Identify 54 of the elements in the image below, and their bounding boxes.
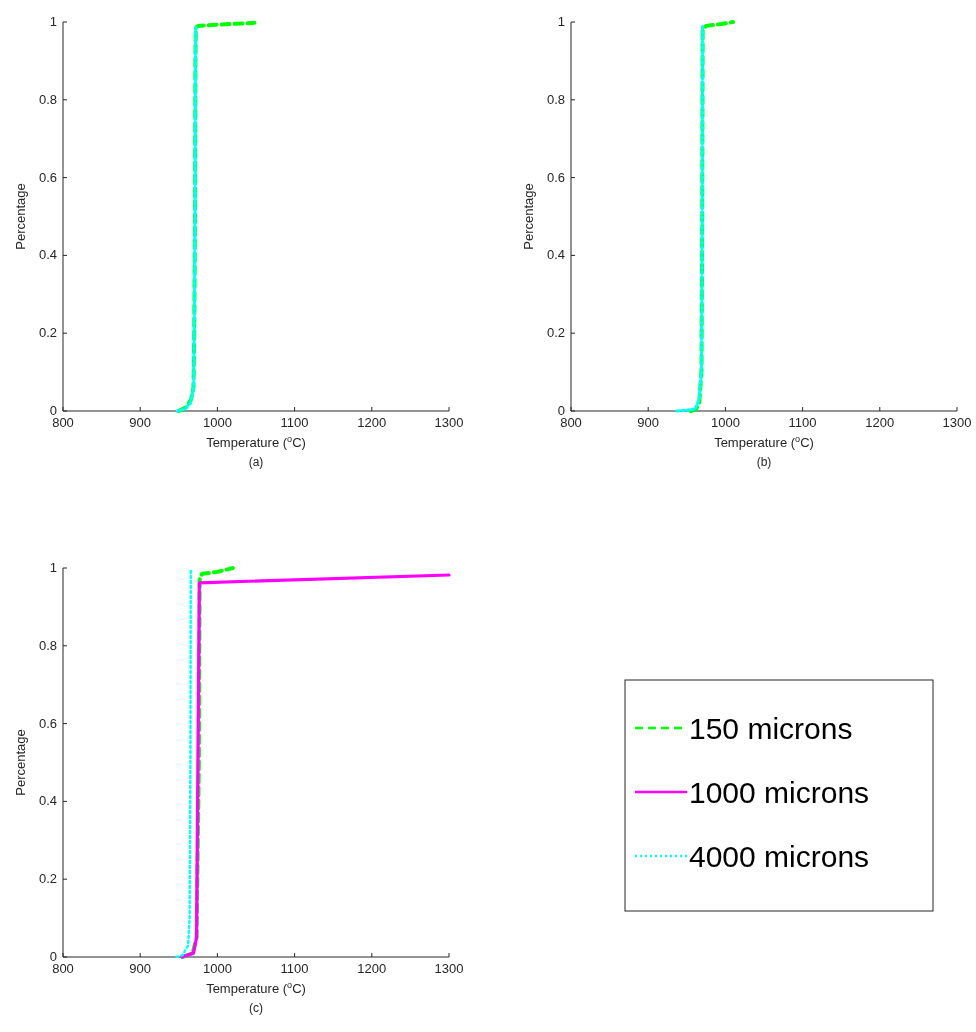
x-tick-label: 1300 <box>942 415 972 430</box>
y-tick-label: 0.4 <box>38 247 57 263</box>
y-tick-label: 0.6 <box>38 169 57 185</box>
y-tick-label: 0.8 <box>38 637 57 653</box>
line-series <box>176 20 257 413</box>
y-tick-label: 1 <box>49 14 57 29</box>
x-tick-label: 1200 <box>357 961 387 976</box>
y-tick-label: 0.8 <box>546 91 565 107</box>
y-tick-label: 0 <box>49 403 57 418</box>
x-axis-title: Temperature ($^{o}$C) <box>714 434 814 450</box>
y-tick-label: 0 <box>557 403 565 418</box>
y-tick-label: 0.2 <box>38 871 57 887</box>
x-tick-label: 1000 <box>710 415 740 430</box>
x-tick-label: 800 <box>560 415 582 430</box>
y-tick-label: 1 <box>557 14 565 29</box>
x-tick-label: 1000 <box>202 961 232 976</box>
x-tick-label: 1200 <box>865 415 895 430</box>
y-tick-label: 0.8 <box>38 91 57 107</box>
legend-label: 1000 microns <box>689 776 870 809</box>
y-axis-title: Percentage <box>13 183 28 250</box>
legend-label: 4000 microns <box>689 840 870 873</box>
y-tick-label: 0.6 <box>546 169 565 185</box>
line-series <box>688 20 736 413</box>
legend-label: 150 microns <box>689 712 853 745</box>
y-axis-title: Percentage <box>521 183 536 250</box>
x-tick-label: 800 <box>52 961 74 976</box>
text: (a) <box>248 455 264 469</box>
y-tick-label: 0 <box>49 949 57 964</box>
x-tick-label: 1100 <box>280 415 309 430</box>
y-tick-label: 0.4 <box>546 247 565 263</box>
x-tick-label: 1000 <box>202 415 232 430</box>
x-tick-label: 1300 <box>434 961 464 976</box>
x-axis-title: Temperature ($^{o}$C) <box>206 980 306 996</box>
y-tick-label: 0.2 <box>546 325 565 341</box>
line-series <box>180 566 235 959</box>
text: (b) <box>756 455 772 469</box>
x-axis-title: Temperature ($^{o}$C) <box>206 434 306 450</box>
line-series <box>175 24 198 413</box>
x-tick-label: 1100 <box>280 961 309 976</box>
x-tick-label: 1300 <box>434 415 464 430</box>
x-tick-label: 800 <box>52 415 74 430</box>
x-tick-label: 1200 <box>357 415 387 430</box>
y-tick-label: 0.2 <box>38 325 57 341</box>
y-tick-label: 1 <box>49 560 57 575</box>
line-series <box>675 24 705 413</box>
y-axis-title: Percentage <box>13 729 28 796</box>
line-series <box>180 573 451 959</box>
x-tick-label: 900 <box>637 415 660 430</box>
y-tick-label: 0.4 <box>38 793 57 809</box>
x-tick-label: 1100 <box>788 415 817 430</box>
x-tick-label: 900 <box>129 961 152 976</box>
text: (c) <box>249 1001 263 1015</box>
y-tick-label: 0.6 <box>38 715 57 731</box>
x-tick-label: 900 <box>129 415 152 430</box>
